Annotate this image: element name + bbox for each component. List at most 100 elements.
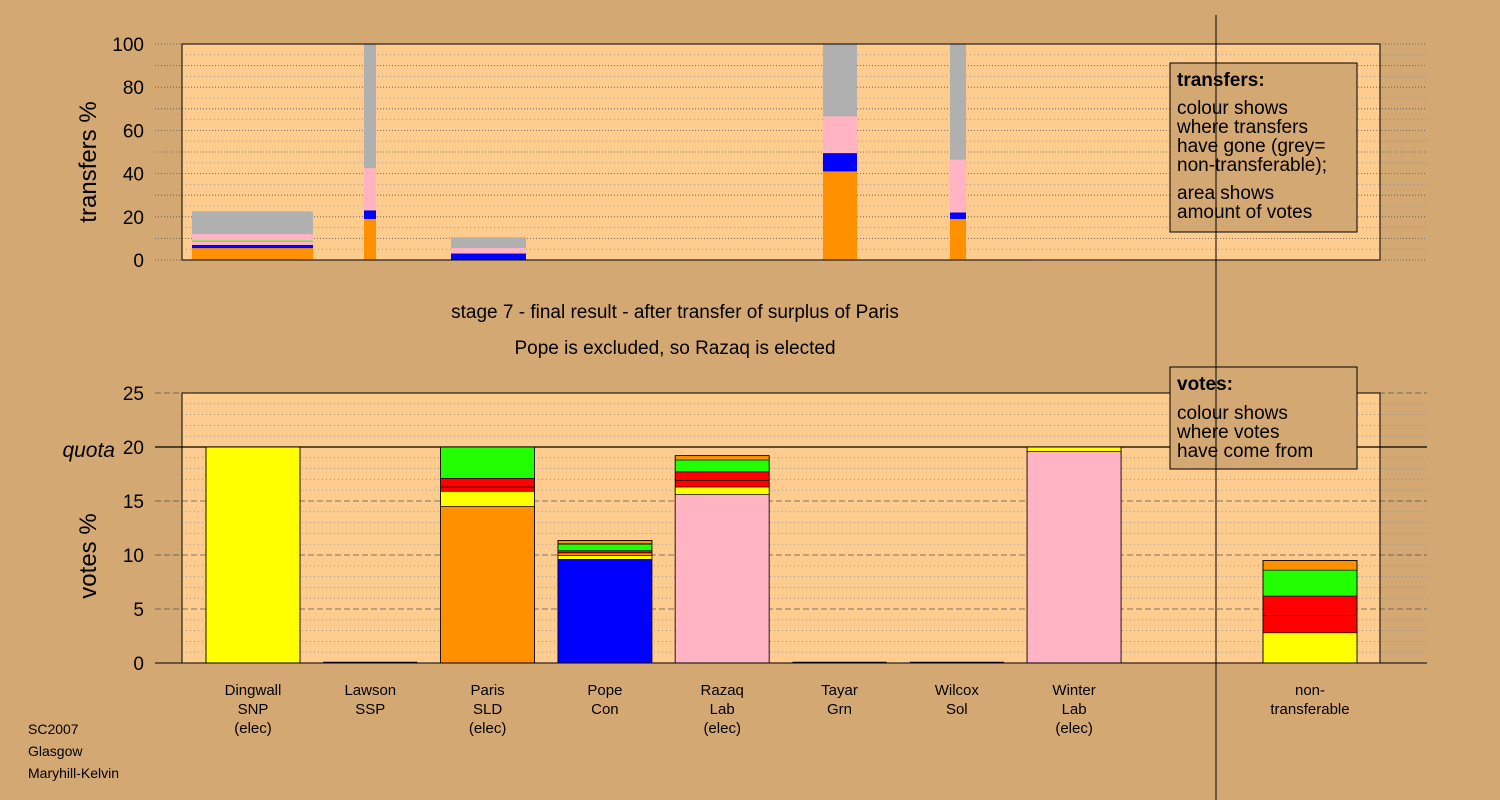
candidate-label-razaq: Razaq bbox=[701, 682, 744, 699]
transfers-legend-line-2: where transfers bbox=[1176, 117, 1308, 138]
transfers-y-tick-label: 0 bbox=[133, 251, 144, 272]
candidate-label-paris: Paris bbox=[471, 682, 505, 699]
votes-y-ticks: 0 5 10 15 25 20 bbox=[123, 384, 144, 675]
candidate-label-lawson: SSP bbox=[355, 701, 385, 718]
transfer-segment-lawson-nontransferable bbox=[364, 44, 376, 169]
vote-segment-paris-grn bbox=[440, 446, 535, 479]
candidate-label-paris: (elec) bbox=[469, 720, 507, 737]
transfer-segment-tayar-lab bbox=[823, 116, 857, 154]
votes-y-tick-label: 25 bbox=[123, 384, 144, 405]
vote-segment-winter-snp bbox=[1026, 446, 1122, 452]
candidate-label-winter: (elec) bbox=[1055, 720, 1093, 737]
transfers-legend-line-5: area shows bbox=[1177, 183, 1274, 204]
transfers-legend-line-1: colour shows bbox=[1177, 98, 1288, 119]
transfer-segment-tayar-sld bbox=[823, 171, 857, 260]
votes-legend-box bbox=[1169, 366, 1358, 470]
candidate-label-pope: Con bbox=[591, 701, 619, 718]
votes-y-tick-label: 10 bbox=[123, 546, 144, 567]
transfers-bars bbox=[192, 44, 1122, 261]
vote-segment-nontransferable-snp bbox=[1262, 632, 1358, 664]
transfers-legend-title: transfers: bbox=[1177, 70, 1265, 91]
transfers-y-tick-label: 60 bbox=[123, 121, 144, 142]
vote-segment-nontransferable-sol bbox=[1262, 595, 1358, 616]
transfer-segment-wilcox-lab bbox=[950, 159, 966, 213]
vote-segment-nontransferable-ssp bbox=[1262, 615, 1358, 634]
candidate-label-tayar: Grn bbox=[827, 701, 852, 718]
vote-segment-paris-sol bbox=[440, 478, 535, 488]
footer-line-1: SC2007 bbox=[28, 721, 79, 737]
vote-segment-winter-lab bbox=[1026, 451, 1122, 664]
candidate-label-dingwall: SNP bbox=[238, 701, 269, 718]
transfers-y-tick-label: 40 bbox=[123, 165, 144, 186]
candidate-labels: Dingwall SNP (elec) Lawson SSP Paris SLD (elec)… bbox=[225, 682, 1350, 737]
vote-segment-pope-ssp bbox=[557, 550, 653, 554]
votes-legend: votes: colour shows where votes have com… bbox=[1169, 366, 1358, 470]
vote-segment-nontransferable-grn bbox=[1262, 569, 1358, 597]
nontransferable-label: non- bbox=[1295, 682, 1325, 699]
transfer-segment-dingwall-grn bbox=[192, 240, 313, 242]
votes-y-tick-label: 0 bbox=[133, 654, 144, 675]
transfer-segment-wilcox-sld bbox=[950, 218, 966, 260]
candidate-label-razaq: Lab bbox=[710, 701, 735, 718]
votes-plot-frame bbox=[181, 392, 1381, 664]
transfers-legend-box bbox=[1169, 62, 1358, 233]
transfer-segment-tayar-con bbox=[823, 153, 857, 172]
transfer-segment-wilcox-con bbox=[950, 212, 966, 219]
votes-legend-line-2: where votes bbox=[1176, 422, 1279, 443]
votes-y-axis-label: votes % bbox=[75, 513, 102, 598]
quota-label: quota bbox=[62, 439, 115, 462]
candidate-label-wilcox: Sol bbox=[946, 701, 968, 718]
vote-segment-pope-con bbox=[557, 559, 653, 664]
nontransferable-label: transferable bbox=[1270, 701, 1349, 718]
stage-title: stage 7 - final result - after transfer … bbox=[451, 302, 899, 323]
candidate-label-lawson: Lawson bbox=[344, 682, 396, 699]
transfers-chart: 0 20 40 60 80 100 transfers % transfers: colo… bbox=[75, 35, 1427, 272]
candidate-label-winter: Lab bbox=[1062, 701, 1087, 718]
transfers-legend-line-6: amount of votes bbox=[1177, 202, 1312, 223]
transfer-segment-lawson-con bbox=[364, 210, 376, 219]
vote-segment-pope-grn bbox=[557, 543, 653, 551]
votes-legend-line-1: colour shows bbox=[1177, 403, 1288, 424]
candidate-label-winter: Winter bbox=[1052, 682, 1095, 699]
vote-segment-razaq-sld bbox=[674, 455, 770, 461]
transfers-legend-line-4: non-transferable); bbox=[1177, 155, 1327, 176]
vote-segment-razaq-sol bbox=[674, 471, 770, 481]
vote-segment-razaq-ssp bbox=[674, 480, 770, 488]
transfer-segment-lawson-sld bbox=[364, 218, 376, 260]
vote-segment-razaq-lab bbox=[674, 494, 770, 664]
transfers-legend: transfers: colour shows where transfers … bbox=[1169, 62, 1358, 233]
transfer-segment-dingwall-lab bbox=[192, 241, 313, 245]
stage-subtitle: Pope is excluded, so Razaq is elected bbox=[514, 338, 835, 359]
vote-segment-pope-snp bbox=[557, 555, 653, 560]
vote-segment-razaq-grn bbox=[674, 459, 770, 473]
candidate-label-dingwall: Dingwall bbox=[225, 682, 282, 699]
candidate-label-razaq: (elec) bbox=[703, 720, 741, 737]
candidate-label-tayar: Tayar bbox=[821, 682, 858, 699]
candidate-label-dingwall: (elec) bbox=[234, 720, 272, 737]
vote-segment-nontransferable-sld bbox=[1262, 560, 1358, 571]
transfer-segment-paris-lab bbox=[451, 248, 526, 254]
vote-segment-paris-snp bbox=[440, 490, 535, 507]
votes-y-tick-label: 5 bbox=[133, 600, 144, 621]
transfers-y-ticks: 0 20 40 60 80 100 bbox=[112, 35, 144, 272]
candidate-label-paris: SLD bbox=[473, 701, 502, 718]
transfer-segment-paris-con bbox=[451, 253, 526, 260]
quota-tick-label: 20 bbox=[123, 438, 144, 459]
candidate-label-pope: Pope bbox=[587, 682, 622, 699]
candidate-label-wilcox: Wilcox bbox=[935, 682, 980, 699]
transfers-legend-line-3: have gone (grey= bbox=[1177, 136, 1325, 157]
vote-segment-razaq-snp bbox=[674, 486, 770, 495]
footer-line-2: Glasgow bbox=[28, 743, 83, 759]
vote-segment-paris-ssp bbox=[440, 486, 535, 492]
transfer-segment-paris-nontransferable bbox=[451, 237, 526, 249]
transfers-y-axis-label: transfers % bbox=[75, 101, 102, 222]
votes-bars bbox=[205, 446, 1358, 664]
transfer-segment-wilcox-nontransferable bbox=[950, 44, 966, 160]
votes-legend-title: votes: bbox=[1177, 374, 1233, 395]
transfer-segment-lawson-lab bbox=[364, 168, 376, 211]
transfers-plot-frame bbox=[181, 43, 1381, 261]
transfer-segment-dingwall-sld bbox=[192, 248, 313, 260]
transfer-segment-tayar-nontransferable bbox=[823, 44, 857, 117]
transfer-segment-dingwall-lab bbox=[192, 234, 313, 241]
